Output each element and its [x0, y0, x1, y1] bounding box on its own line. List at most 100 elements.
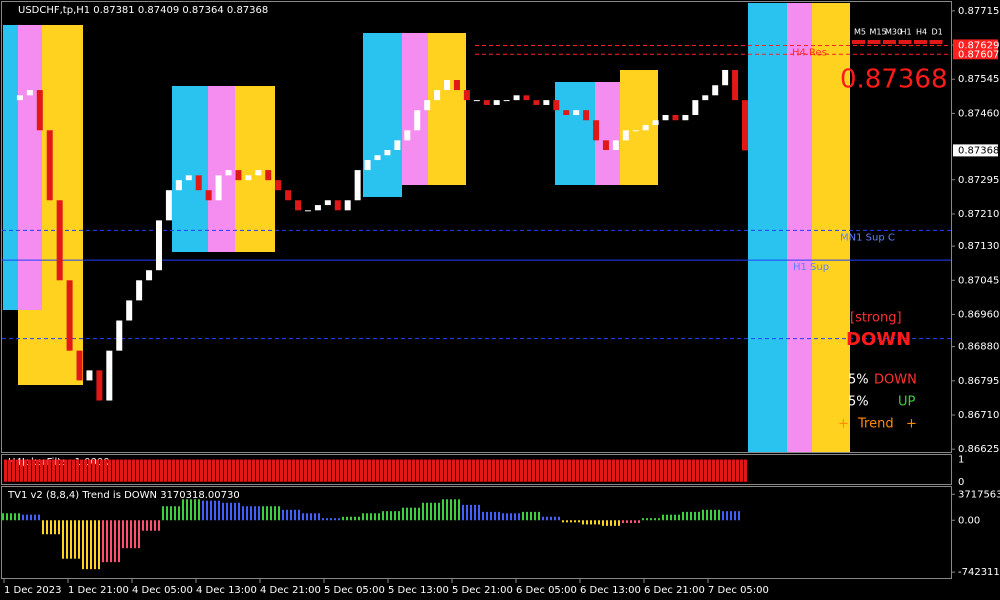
filter-bar: [212, 459, 215, 482]
x-tick-label: 1 Dec 2023: [4, 585, 62, 596]
osc-bar: [242, 506, 244, 521]
filter-bar: [440, 459, 443, 482]
osc-bar: [618, 520, 620, 526]
osc-bar: [550, 516, 552, 521]
osc-bar: [554, 516, 556, 521]
osc-bar: [722, 511, 724, 521]
filter-bar: [296, 459, 299, 482]
x-tick-label: 1 Dec 21:00: [68, 585, 129, 596]
level-label: MN1 Sup C: [840, 232, 895, 243]
candle: [374, 155, 381, 161]
filter-bar: [60, 459, 63, 482]
y-tick-label: 0.87130: [958, 241, 999, 252]
level-price-box: [953, 48, 998, 60]
candle: [692, 100, 699, 116]
filter-bar: [624, 459, 627, 482]
filter-bar: [488, 459, 491, 482]
filter-bar: [24, 459, 27, 482]
y-tick-label: 0.87045: [958, 275, 999, 286]
filter-bar: [620, 459, 623, 482]
level-label: H4 Res: [792, 47, 827, 58]
filter-bar: [104, 459, 107, 482]
filter-bar: [284, 459, 287, 482]
filter-bar: [720, 459, 723, 482]
osc-bar: [446, 499, 448, 521]
filter-bar: [552, 459, 555, 482]
tf-signal: [929, 40, 943, 44]
filter-bar: [96, 459, 99, 482]
osc-bar: [194, 499, 196, 521]
filter-bar: [376, 459, 379, 482]
candle: [682, 115, 689, 121]
filter-bar: [264, 459, 267, 482]
tf-signal: [883, 40, 896, 44]
osc-bar: [106, 520, 108, 563]
candle: [354, 170, 361, 201]
osc-bar: [582, 520, 584, 525]
filter-bar: [68, 459, 71, 482]
x-tick-label: 4 Dec 21:00: [260, 585, 321, 596]
osc-bar: [294, 509, 296, 521]
filter-bar: [4, 459, 7, 482]
osc-bar: [394, 511, 396, 521]
y-tick-label: 0.86880: [958, 342, 999, 353]
filter-bar: [688, 459, 691, 482]
filter-bar: [512, 459, 515, 482]
filter-bar: [448, 459, 451, 482]
strength: [strong]: [850, 311, 902, 326]
osc-bar: [214, 500, 216, 521]
filter-bar: [468, 459, 471, 482]
osc-bar: [318, 513, 320, 521]
candle: [344, 200, 351, 211]
filter-bar: [320, 459, 323, 482]
filter-bar: [600, 459, 603, 482]
filter-bar: [632, 459, 635, 482]
last-price: 0.87368: [958, 145, 999, 156]
osc-bar: [102, 520, 104, 563]
filter-bar: [280, 459, 283, 482]
filter-bar: [292, 459, 295, 482]
osc-bar: [142, 520, 144, 531]
osc-bar: [678, 514, 680, 521]
filter-bar: [572, 459, 575, 482]
osc-bar: [390, 511, 392, 521]
osc-bar: [706, 509, 708, 521]
osc-bar: [202, 500, 204, 521]
filter-bar: [240, 459, 243, 482]
filter-bar: [404, 459, 407, 482]
filter-bar: [8, 459, 11, 482]
candle: [235, 170, 242, 181]
osc-bar: [542, 516, 544, 521]
filter-bar: [684, 459, 687, 482]
candle: [136, 280, 143, 301]
filter-bar: [444, 459, 447, 482]
candle: [523, 95, 530, 101]
timeframe: M15: [870, 28, 887, 37]
osc-bar: [426, 502, 428, 521]
osc-bar: [578, 520, 580, 523]
filter-bar: [692, 459, 695, 482]
candle: [543, 100, 550, 105]
panel-text: +: [838, 417, 849, 432]
osc-bar: [498, 511, 500, 521]
oscillator-title: TV1 v2 (8,8,4) Trend is DOWN 3170318.007…: [7, 490, 240, 501]
candle: [662, 115, 669, 121]
osc-bar: [530, 511, 532, 521]
osc-bar: [302, 513, 304, 521]
filter-bar: [156, 459, 159, 482]
filter-bar: [500, 459, 503, 482]
filter-bar: [160, 459, 163, 482]
osc-bar: [30, 514, 32, 521]
osc-bar: [34, 514, 36, 521]
osc-tick-label: 0.00: [958, 515, 980, 526]
candle: [275, 180, 282, 191]
filter-bar: [232, 459, 235, 482]
candle: [126, 300, 133, 321]
osc-bar: [406, 507, 408, 521]
chart-title: USDCHF,tp,H1 0.87381 0.87409 0.87364 0.8…: [18, 5, 268, 16]
filter-bar: [456, 459, 459, 482]
candle: [453, 80, 460, 91]
level-label: H1 Sup: [793, 262, 829, 273]
zones: [3, 3, 850, 452]
